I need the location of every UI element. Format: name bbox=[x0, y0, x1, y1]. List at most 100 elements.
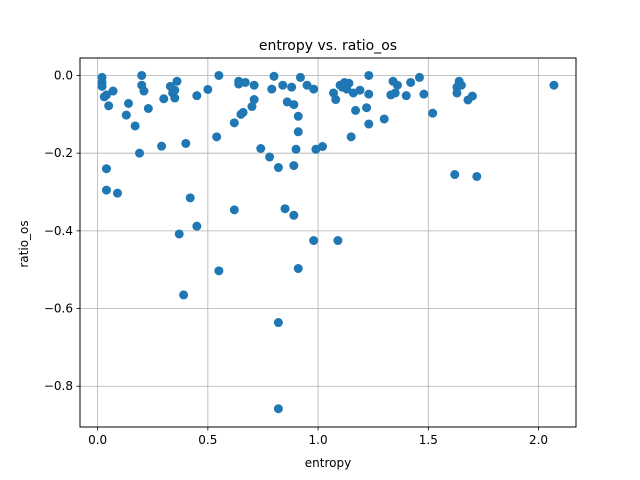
data-point bbox=[472, 171, 482, 181]
data-point bbox=[170, 85, 180, 95]
data-point bbox=[362, 103, 372, 113]
data-point bbox=[289, 100, 299, 110]
data-point bbox=[392, 80, 402, 90]
data-point bbox=[214, 266, 224, 276]
data-point bbox=[172, 76, 182, 86]
data-point bbox=[293, 111, 303, 121]
data-point bbox=[273, 404, 283, 414]
data-point bbox=[174, 229, 184, 239]
data-point bbox=[214, 70, 224, 80]
data-point bbox=[364, 70, 374, 80]
data-point bbox=[101, 164, 111, 174]
data-point bbox=[467, 91, 477, 101]
data-point bbox=[414, 72, 424, 82]
data-point bbox=[104, 101, 114, 111]
data-point bbox=[143, 103, 153, 113]
data-point bbox=[364, 89, 374, 99]
data-point bbox=[364, 119, 374, 129]
data-point bbox=[278, 80, 288, 90]
data-point bbox=[293, 127, 303, 137]
data-point bbox=[203, 84, 213, 94]
data-point bbox=[549, 80, 559, 90]
data-point bbox=[452, 88, 462, 98]
x-tick-label: 2.0 bbox=[529, 433, 548, 447]
data-point bbox=[179, 290, 189, 300]
chart-title: entropy vs. ratio_os bbox=[259, 38, 397, 54]
x-tick-label: 0.5 bbox=[198, 433, 217, 447]
data-point bbox=[317, 142, 327, 152]
data-point bbox=[240, 77, 250, 87]
data-point bbox=[273, 318, 283, 328]
plot-area-frame bbox=[79, 57, 577, 428]
y-tick-label: −0.4 bbox=[44, 224, 73, 238]
data-point bbox=[97, 81, 107, 91]
x-axis-ticks: 0.0 0.5 1.0 1.5 2.0 bbox=[88, 427, 548, 447]
data-point bbox=[344, 78, 354, 88]
data-point bbox=[265, 152, 275, 162]
data-point bbox=[112, 188, 122, 198]
data-point bbox=[185, 193, 195, 203]
data-point bbox=[295, 72, 305, 82]
data-point bbox=[135, 148, 145, 158]
data-point bbox=[256, 144, 266, 154]
y-tick-label: 0.0 bbox=[54, 68, 73, 82]
data-point bbox=[419, 89, 429, 99]
data-point bbox=[192, 91, 202, 101]
x-tick-label: 1.0 bbox=[309, 433, 328, 447]
x-tick-label: 0.0 bbox=[88, 433, 107, 447]
data-point bbox=[212, 132, 222, 142]
x-tick-label: 1.5 bbox=[419, 433, 438, 447]
y-tick-label: −0.2 bbox=[44, 146, 73, 160]
data-point bbox=[249, 80, 259, 90]
data-point bbox=[293, 264, 303, 274]
data-point bbox=[170, 93, 180, 103]
data-point bbox=[401, 91, 411, 101]
y-axis-ticks: 0.0 −0.2 −0.4 −0.6 −0.8 bbox=[44, 68, 80, 393]
data-point bbox=[287, 82, 297, 92]
data-point bbox=[249, 95, 259, 105]
data-point bbox=[428, 108, 438, 118]
data-point bbox=[291, 144, 301, 154]
data-point bbox=[181, 138, 191, 148]
data-point bbox=[406, 77, 416, 87]
data-point bbox=[137, 70, 147, 80]
data-point bbox=[351, 105, 361, 115]
data-point bbox=[123, 98, 133, 108]
data-point bbox=[101, 90, 111, 100]
data-point bbox=[157, 141, 167, 151]
data-point bbox=[229, 205, 239, 215]
data-point bbox=[121, 110, 131, 120]
data-point bbox=[267, 84, 277, 94]
data-point bbox=[280, 204, 290, 214]
data-point bbox=[139, 86, 149, 96]
data-point bbox=[289, 210, 299, 220]
data-point bbox=[302, 80, 312, 90]
y-axis-title: ratio_os bbox=[17, 220, 31, 267]
x-axis-title: entropy bbox=[305, 456, 351, 470]
data-point bbox=[229, 118, 239, 128]
data-point bbox=[101, 185, 111, 195]
data-points bbox=[97, 70, 559, 414]
data-point bbox=[379, 114, 389, 124]
data-point bbox=[331, 95, 341, 105]
data-point bbox=[309, 84, 319, 94]
data-point bbox=[247, 102, 257, 112]
y-tick-label: −0.6 bbox=[44, 302, 73, 316]
data-point bbox=[346, 132, 356, 142]
data-point bbox=[130, 121, 140, 131]
data-point bbox=[289, 161, 299, 171]
data-point bbox=[269, 71, 279, 81]
data-point bbox=[192, 221, 202, 231]
data-point bbox=[108, 86, 118, 96]
data-point bbox=[333, 236, 343, 246]
data-point bbox=[309, 236, 319, 246]
data-point bbox=[273, 163, 283, 173]
y-tick-label: −0.8 bbox=[44, 379, 73, 393]
data-point bbox=[456, 80, 466, 90]
data-point bbox=[390, 88, 400, 98]
data-point bbox=[355, 85, 365, 95]
data-point bbox=[450, 170, 460, 180]
data-point bbox=[159, 94, 169, 104]
